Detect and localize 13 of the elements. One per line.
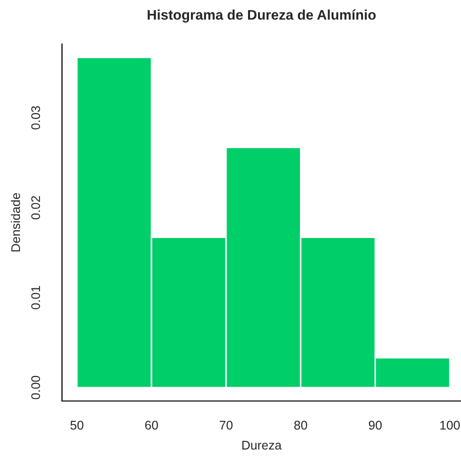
x-tick-label: 100 — [440, 420, 460, 430]
x-tick-label: 60 — [145, 420, 158, 430]
x-tick-label: 50 — [70, 420, 84, 430]
y-tick-label: 0.03 — [31, 106, 40, 130]
y-axis-title: Densidade — [10, 193, 20, 252]
y-tick-label: 0.00 — [31, 376, 40, 400]
x-axis-title: Dureza — [242, 440, 282, 450]
x-tick-label: 70 — [220, 420, 233, 430]
x-tick-label: 90 — [368, 420, 382, 430]
y-tick-label: 0.02 — [31, 196, 40, 220]
x-tick-label: 80 — [294, 420, 308, 430]
chart-title: Histograma de Dureza de Alumínio — [148, 9, 376, 23]
y-tick-label: 0.01 — [31, 286, 40, 310]
